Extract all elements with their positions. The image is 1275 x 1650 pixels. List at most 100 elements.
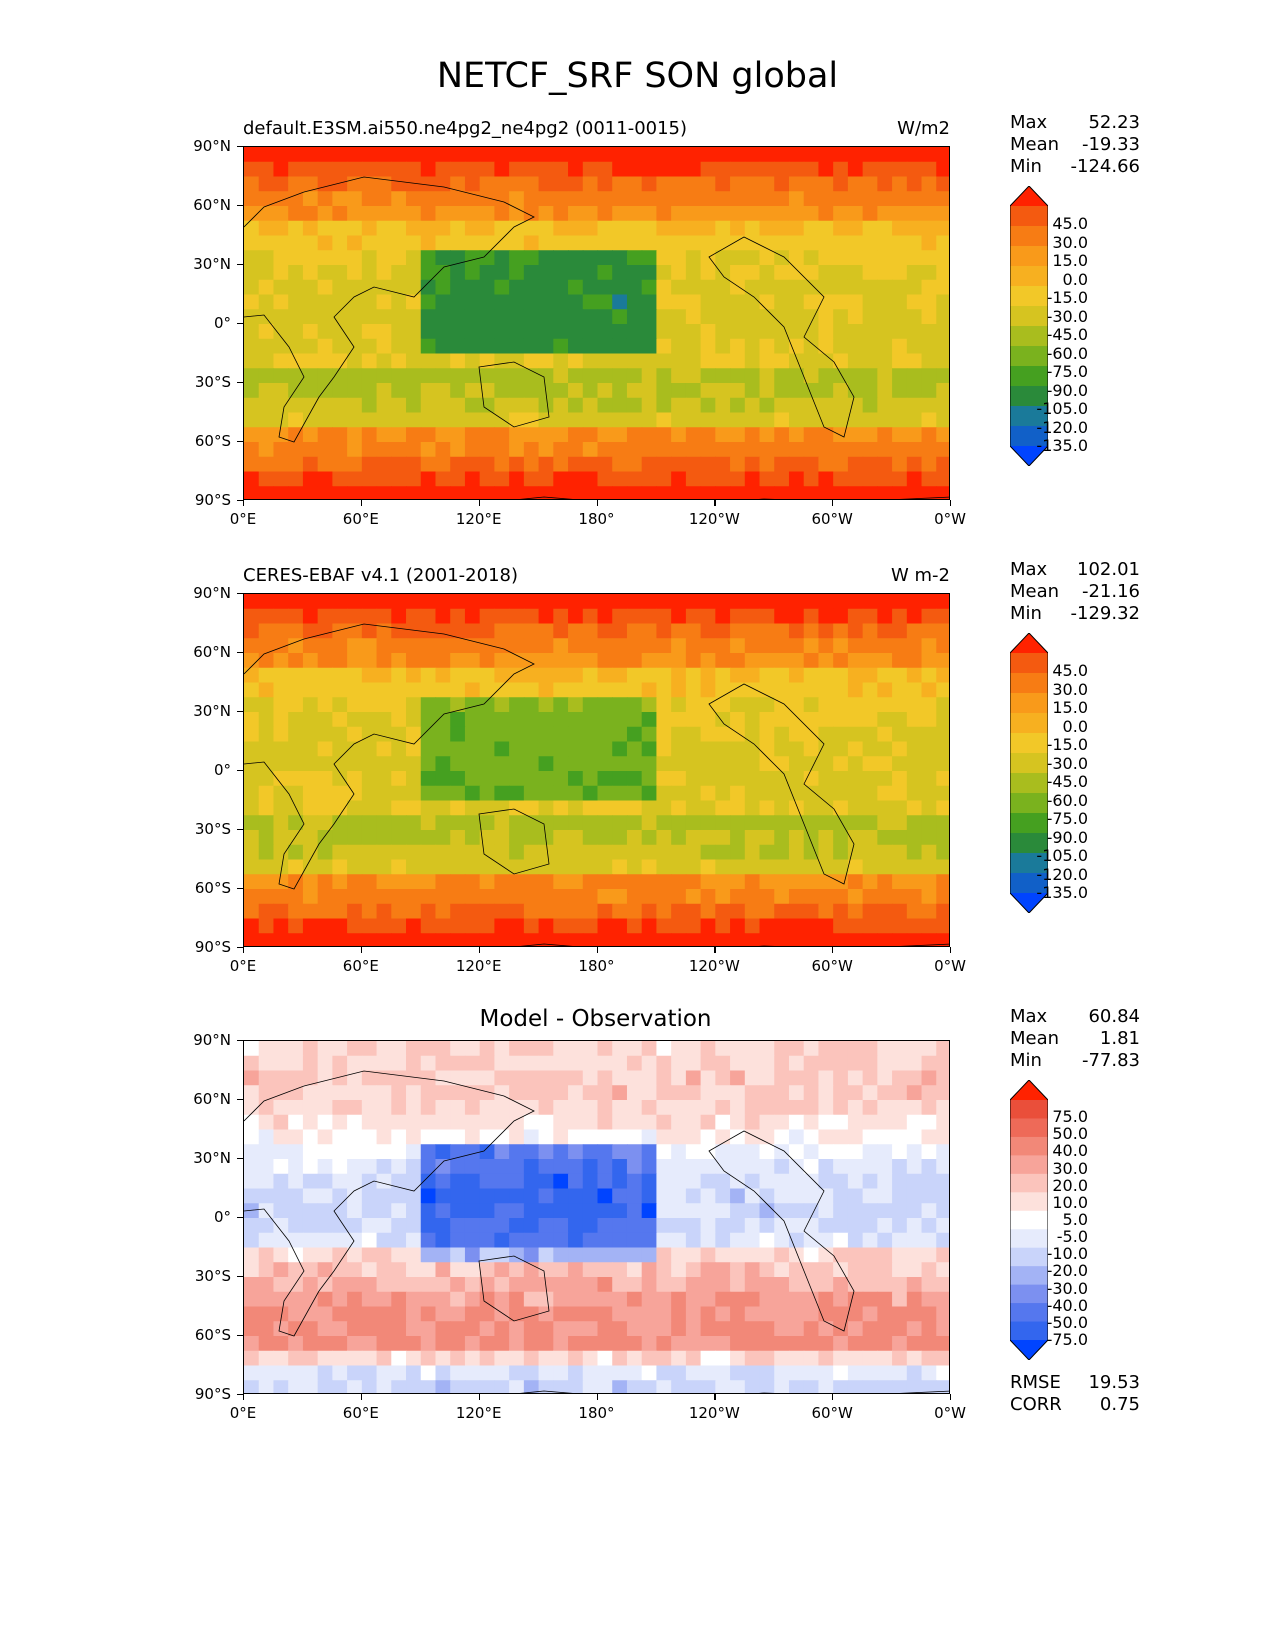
map-cell xyxy=(877,368,893,384)
map-cell xyxy=(317,1144,333,1160)
map-cell xyxy=(391,309,407,325)
map-cell xyxy=(892,1114,908,1131)
map-cell xyxy=(671,1218,687,1234)
map-cell xyxy=(302,309,319,325)
map-cell xyxy=(685,726,702,743)
colorbar-tick-label: 75.0 xyxy=(1052,1107,1088,1127)
map-cell xyxy=(553,147,569,163)
map-cell xyxy=(626,324,643,340)
map-cell xyxy=(391,294,407,310)
map-cell xyxy=(744,741,761,757)
map-cell xyxy=(671,412,687,428)
map-cell xyxy=(892,1085,908,1101)
map-cell xyxy=(332,1041,348,1057)
map-cell xyxy=(641,1336,658,1352)
map-cell xyxy=(523,1129,540,1145)
map-cell xyxy=(582,383,599,399)
map-cell xyxy=(892,486,908,499)
map-cell xyxy=(847,353,864,369)
map-cell xyxy=(685,1055,702,1072)
map-cell xyxy=(244,844,260,861)
map-cell xyxy=(302,161,319,178)
map-cell xyxy=(818,726,834,743)
map-cell xyxy=(317,265,333,281)
map-cell xyxy=(641,815,658,831)
map-cell xyxy=(582,1114,599,1131)
map-cell xyxy=(361,1129,378,1145)
map-cell xyxy=(671,1277,687,1293)
map-cell xyxy=(361,486,378,499)
map-cell xyxy=(671,800,687,816)
map-cell xyxy=(288,1114,304,1131)
map-cell xyxy=(936,1321,949,1337)
map-cell xyxy=(877,309,893,325)
map-cell xyxy=(656,712,672,728)
map-cell xyxy=(273,412,289,428)
map-cell xyxy=(847,1041,864,1057)
map-cell xyxy=(538,1114,554,1131)
map-cell xyxy=(626,608,643,625)
map-cell xyxy=(877,682,893,698)
map-cell xyxy=(715,309,731,325)
map-cell xyxy=(361,427,378,443)
map-cell xyxy=(509,800,525,816)
map-cell xyxy=(494,1291,510,1308)
map-cell xyxy=(553,594,569,610)
stat-label: RMSE xyxy=(1010,1372,1061,1393)
map-cell xyxy=(523,918,540,934)
map-cell xyxy=(626,785,643,802)
map-cell xyxy=(582,1262,599,1278)
map-cell xyxy=(626,874,643,890)
map-cell xyxy=(774,456,790,473)
map-cell xyxy=(774,1291,790,1308)
map-cell xyxy=(906,383,923,399)
map-cell xyxy=(671,1232,687,1249)
map-cell xyxy=(435,874,451,890)
map-cell xyxy=(788,471,805,487)
map-cell xyxy=(612,265,628,281)
map-cell xyxy=(921,1218,937,1234)
stat-row: Min -124.66 xyxy=(1010,156,1140,178)
map-cell xyxy=(788,412,805,428)
lon-tick-label: 0°E xyxy=(229,510,257,528)
map-cell xyxy=(450,918,466,934)
map-cell xyxy=(273,1173,289,1190)
map-cell xyxy=(435,682,451,698)
map-cell xyxy=(788,874,805,890)
map-cell xyxy=(406,844,422,861)
lon-tick xyxy=(832,947,834,953)
map-cell xyxy=(509,1380,525,1393)
map-cell xyxy=(847,1336,864,1352)
lon-tick-label: 120°W xyxy=(688,1404,740,1422)
map-cell xyxy=(258,785,275,802)
map-cell xyxy=(435,235,451,251)
map-cell xyxy=(759,1350,775,1367)
map-cell xyxy=(671,1055,687,1072)
map-cell xyxy=(774,1306,790,1322)
map-cell xyxy=(847,1144,864,1160)
map-cell xyxy=(479,338,495,355)
map-cell xyxy=(774,338,790,355)
map-cell xyxy=(479,844,495,861)
map-cell xyxy=(464,383,481,399)
map-cell xyxy=(435,608,451,625)
map-cell xyxy=(302,623,319,639)
map-cell xyxy=(420,667,437,684)
map-cell xyxy=(685,383,702,399)
map-cell xyxy=(759,712,775,728)
map-cell xyxy=(420,1085,437,1101)
map-cell xyxy=(906,294,923,310)
map-cell xyxy=(833,338,849,355)
map-cell xyxy=(317,815,333,831)
map-cell xyxy=(273,176,289,192)
map-cell xyxy=(361,1218,378,1234)
map-cell xyxy=(302,1291,319,1308)
map-cell xyxy=(273,427,289,443)
lat-tick xyxy=(237,500,243,502)
map-cell xyxy=(788,1173,805,1190)
map-cell xyxy=(656,623,672,639)
map-cell xyxy=(347,623,363,639)
map-cell xyxy=(361,176,378,192)
map-cell xyxy=(906,1203,923,1219)
map-cell xyxy=(700,427,716,443)
